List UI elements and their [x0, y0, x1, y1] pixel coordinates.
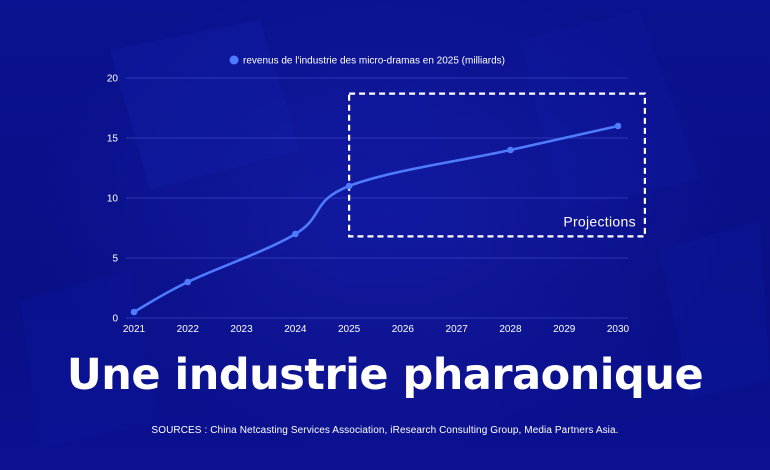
data-point: [345, 182, 353, 190]
y-tick-label: 0: [112, 314, 118, 325]
x-tick-label: 2030: [607, 324, 630, 335]
data-point: [130, 308, 138, 316]
x-tick-label: 2026: [392, 324, 415, 335]
data-point: [184, 278, 192, 286]
axis-labels: 0 5 10 15 20 2021 2022 2023 2024 2025 2026 2027 2028…: [107, 74, 630, 336]
projections-box: [348, 92, 646, 238]
x-tick-label: 2021: [123, 324, 146, 335]
series-line: [132, 124, 620, 314]
data-point: [507, 146, 514, 154]
y-tick-label: 15: [107, 134, 119, 145]
x-tick-label: 2027: [446, 324, 469, 335]
x-tick-label: 2029: [553, 324, 576, 335]
projections-annotation: Projections: [348, 92, 646, 238]
legend-marker: [229, 55, 239, 65]
x-tick-label: 2023: [230, 324, 253, 335]
y-tick-label: 20: [107, 74, 119, 85]
y-tick-label: 5: [112, 254, 118, 265]
data-point: [614, 122, 622, 130]
headline: Une industrie pharaonique: [66, 350, 704, 400]
data-point: [292, 230, 299, 238]
x-tick-label: 2022: [177, 324, 200, 335]
y-tick-label: 10: [107, 194, 119, 205]
projections-label: Projections: [563, 213, 636, 229]
x-tick-label: 2028: [499, 324, 522, 335]
series-layer: [130, 122, 622, 316]
legend: revenus de l'industrie des micro-dramas …: [229, 55, 505, 67]
x-tick-label: 2024: [284, 324, 307, 335]
x-tick-label: 2025: [338, 324, 361, 335]
legend-label: revenus de l'industrie des micro-dramas …: [243, 56, 505, 67]
sources-note: SOURCES : China Netcasting Services Asso…: [151, 425, 619, 436]
grid: [126, 77, 628, 319]
